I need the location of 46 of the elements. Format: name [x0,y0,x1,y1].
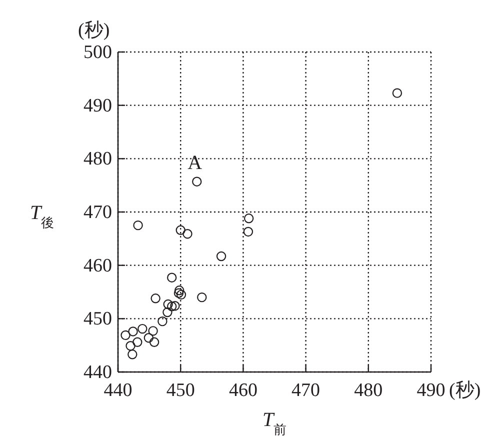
point [126,341,136,351]
x-tick-label: 440 [104,380,132,401]
point [138,324,148,334]
y-tick-label: 440 [84,362,112,383]
point [132,337,142,347]
point [243,226,254,237]
point [128,326,138,336]
point [148,326,158,336]
point [392,88,402,98]
x-tick-label: 460 [228,380,258,401]
point [158,316,168,326]
point [192,176,202,186]
point [120,330,130,340]
point [174,286,184,296]
point [162,307,172,318]
y-tick-label: 490 [84,95,112,116]
text: (秒) [78,20,110,41]
x-tick-label: 480 [354,380,383,401]
point [170,301,180,311]
point [244,214,254,224]
y-tick-label: 460 [84,255,112,276]
point [150,294,160,304]
point [149,337,160,347]
point [133,220,143,230]
point [163,299,173,310]
y-axis-title: T$_{後}$ [30,202,54,230]
point [176,225,186,235]
x-tick-label: 490 [416,380,446,401]
y-tick-label: 450 [84,308,112,330]
y-tick-label: 480 [84,148,112,170]
point [176,290,186,300]
point [166,302,177,312]
x-axis-title: T$_{前}$ [262,409,287,436]
text: (秒) [449,380,481,401]
point [144,333,154,343]
point [128,350,138,360]
y-tick-label: 500 [84,42,112,63]
y-tick-label: 470 [84,202,112,223]
point [197,292,207,302]
point [166,272,177,282]
x-tick-label: 470 [292,380,320,401]
x-tick-label: 450 [166,380,195,401]
point [182,229,192,239]
point [174,288,184,298]
annotation: A [188,152,203,174]
point [216,251,226,262]
